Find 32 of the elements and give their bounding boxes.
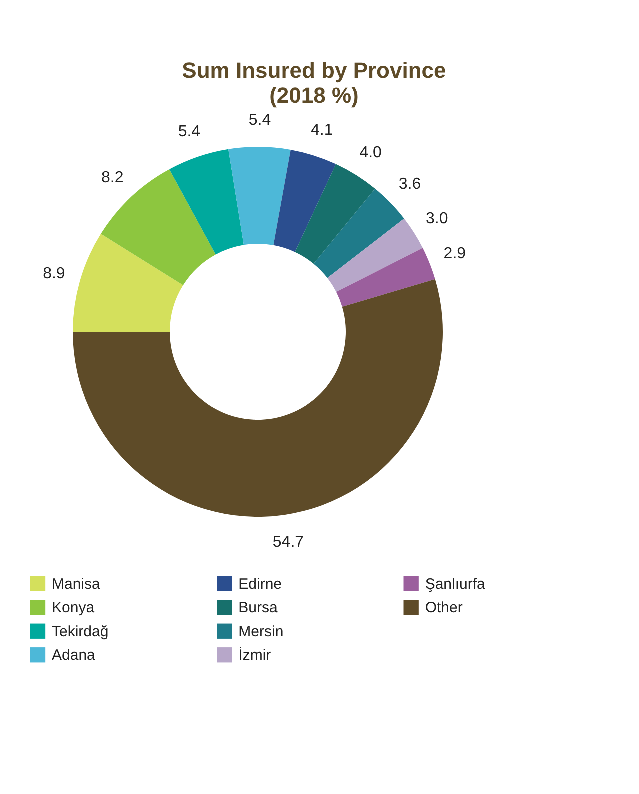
- legend-label: Konya: [52, 600, 96, 617]
- legend-label: Mersin: [238, 623, 284, 640]
- chart-title: Sum Insured by Province: [182, 58, 446, 83]
- legend-label: Tekirdağ: [52, 623, 109, 640]
- legend-label: Şanlıurfa: [425, 576, 486, 593]
- legend-label: Edirne: [238, 576, 282, 593]
- donut-slice: [101, 170, 216, 286]
- data-label: 8.9: [43, 266, 66, 283]
- data-label: 4.1: [310, 122, 334, 139]
- donut-slice: [328, 218, 423, 292]
- data-label: 3.0: [426, 210, 448, 228]
- legend-label: Manisa: [52, 576, 102, 593]
- donut-slice: [295, 164, 376, 264]
- data-label: 8.2: [102, 170, 124, 187]
- data-label: 5.4: [248, 112, 272, 130]
- donut-slice: [274, 150, 336, 252]
- donut-slice: [314, 188, 404, 278]
- legend-label: İzmir: [238, 646, 272, 664]
- data-label: 54.7: [272, 534, 304, 551]
- legend-label: Adana: [52, 647, 96, 664]
- donut-slice: [73, 234, 184, 332]
- data-label: 2.9: [444, 245, 466, 262]
- donut-slice: [336, 248, 436, 307]
- data-label: 4.0: [360, 144, 382, 162]
- legend-label: Bursa: [238, 600, 279, 617]
- data-label: 5.4: [178, 123, 201, 140]
- legend-label: Other: [425, 600, 463, 617]
- donut-slice: [73, 279, 443, 517]
- donut-slice: [228, 147, 291, 246]
- donut-slice: [170, 149, 244, 255]
- chart-subtitle: (2018 %): [270, 83, 359, 108]
- data-label: 3.6: [398, 176, 422, 194]
